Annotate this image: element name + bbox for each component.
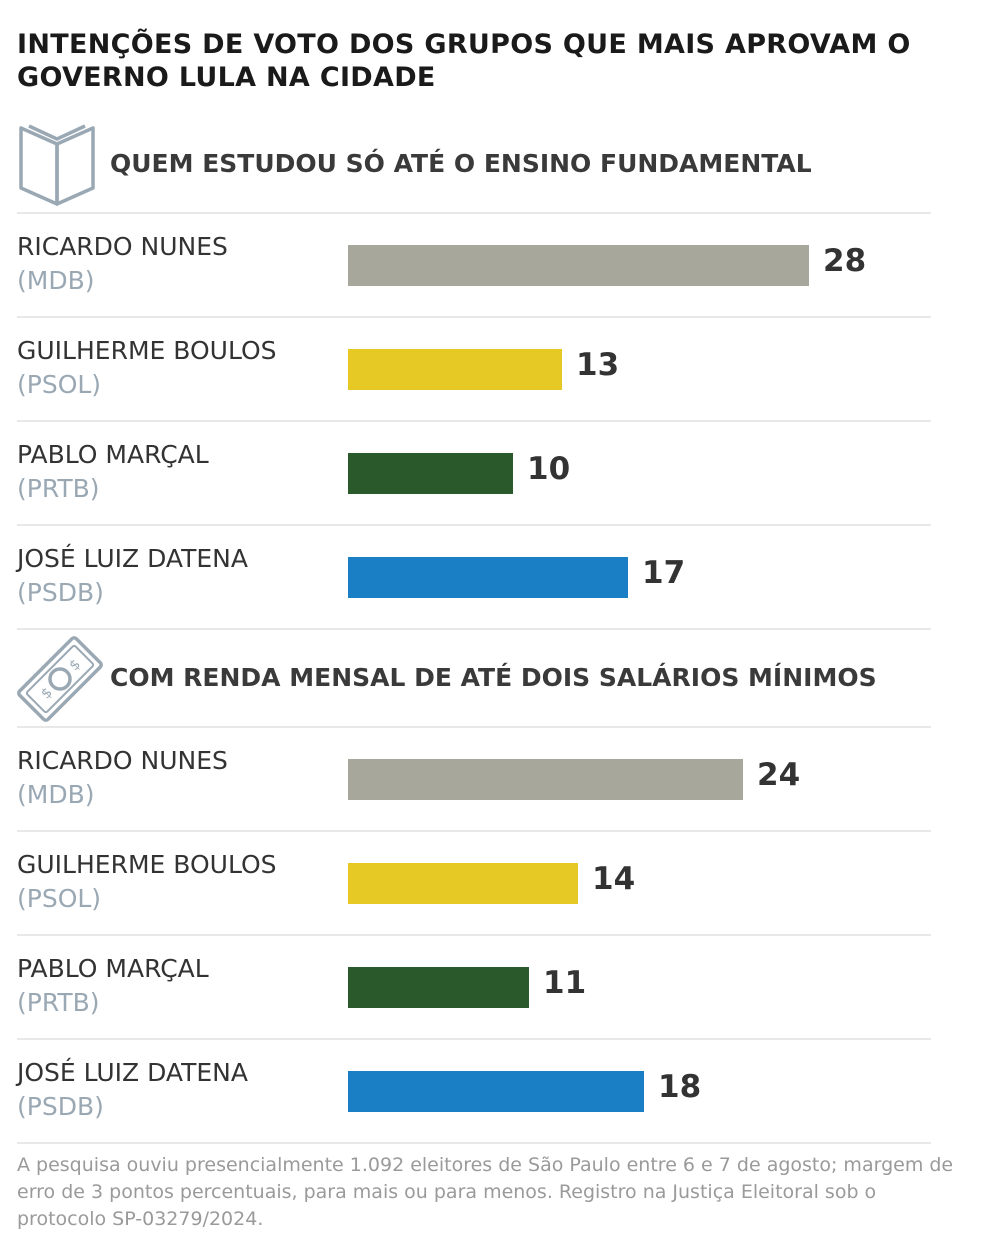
bar-value-label: 17 — [642, 555, 686, 591]
bar — [348, 453, 513, 494]
bar-row: RICARDO NUNES (MDB) 28 — [17, 212, 931, 316]
bar-row: RICARDO NUNES (MDB) 24 — [17, 726, 931, 830]
bar — [348, 863, 578, 904]
bar — [348, 245, 809, 286]
book-icon — [19, 124, 95, 206]
bar-row: PABLO MARÇAL (PRTB) 11 — [17, 934, 931, 1038]
bar-row: GUILHERME BOULOS (PSOL) 14 — [17, 830, 931, 934]
bar-row: GUILHERME BOULOS (PSOL) 13 — [17, 316, 931, 420]
candidate-name: JOSÉ LUIZ DATENA — [17, 544, 248, 573]
candidate-name: GUILHERME BOULOS — [17, 850, 277, 879]
candidate-party: (MDB) — [17, 780, 95, 809]
candidate-party: (PRTB) — [17, 474, 100, 503]
candidate-name: GUILHERME BOULOS — [17, 336, 277, 365]
bar-value-label: 14 — [592, 861, 636, 897]
bar-rows: RICARDO NUNES (MDB) 24 GUILHERME BOULOS (PSO… — [17, 726, 931, 1144]
section-title: QUEM ESTUDOU SÓ ATÉ O ENSINO FUNDAMENTAL — [110, 149, 812, 178]
bar-row: JOSÉ LUIZ DATENA (PSDB) 17 — [17, 524, 931, 630]
candidate-name: JOSÉ LUIZ DATENA — [17, 1058, 248, 1087]
bar — [348, 1071, 644, 1112]
bar-value-label: 10 — [527, 451, 571, 487]
bar-value-label: 11 — [543, 965, 587, 1001]
bar-value-label: 24 — [757, 757, 801, 793]
bar — [348, 349, 562, 390]
section-title: COM RENDA MENSAL DE ATÉ DOIS SALÁRIOS MÍ… — [110, 663, 877, 692]
chart-title: INTENÇÕES DE VOTO DOS GRUPOS QUE MAIS AP… — [17, 29, 911, 93]
bar-rows: RICARDO NUNES (MDB) 28 GUILHERME BOULOS (PSO… — [17, 212, 931, 630]
section-income: $ $ COM RENDA MENSAL DE ATÉ DOIS SALÁRIO… — [17, 636, 931, 1144]
candidate-name: PABLO MARÇAL — [17, 440, 209, 469]
bar-row: PABLO MARÇAL (PRTB) 10 — [17, 420, 931, 524]
candidate-party: (PSDB) — [17, 578, 104, 607]
banknote-icon: $ $ — [17, 636, 103, 722]
bar — [348, 967, 529, 1008]
bar-value-label: 18 — [658, 1069, 702, 1105]
bar — [348, 759, 743, 800]
section-header: $ $ COM RENDA MENSAL DE ATÉ DOIS SALÁRIO… — [17, 636, 931, 726]
candidate-party: (PRTB) — [17, 988, 100, 1017]
candidate-party: (PSOL) — [17, 884, 102, 913]
candidate-name: PABLO MARÇAL — [17, 954, 209, 983]
bar-value-label: 28 — [823, 243, 867, 279]
candidate-party: (PSOL) — [17, 370, 102, 399]
bar — [348, 557, 628, 598]
bar-row: JOSÉ LUIZ DATENA (PSDB) 18 — [17, 1038, 931, 1144]
candidate-name: RICARDO NUNES — [17, 746, 228, 775]
section-header: QUEM ESTUDOU SÓ ATÉ O ENSINO FUNDAMENTAL — [17, 122, 931, 212]
footnote: A pesquisa ouviu presencialmente 1.092 e… — [17, 1154, 954, 1230]
bar-value-label: 13 — [576, 347, 620, 383]
candidate-party: (MDB) — [17, 266, 95, 295]
section-education: QUEM ESTUDOU SÓ ATÉ O ENSINO FUNDAMENTAL… — [17, 122, 931, 630]
svg-text:$: $ — [66, 656, 84, 674]
candidate-name: RICARDO NUNES — [17, 232, 228, 261]
candidate-party: (PSDB) — [17, 1092, 104, 1121]
